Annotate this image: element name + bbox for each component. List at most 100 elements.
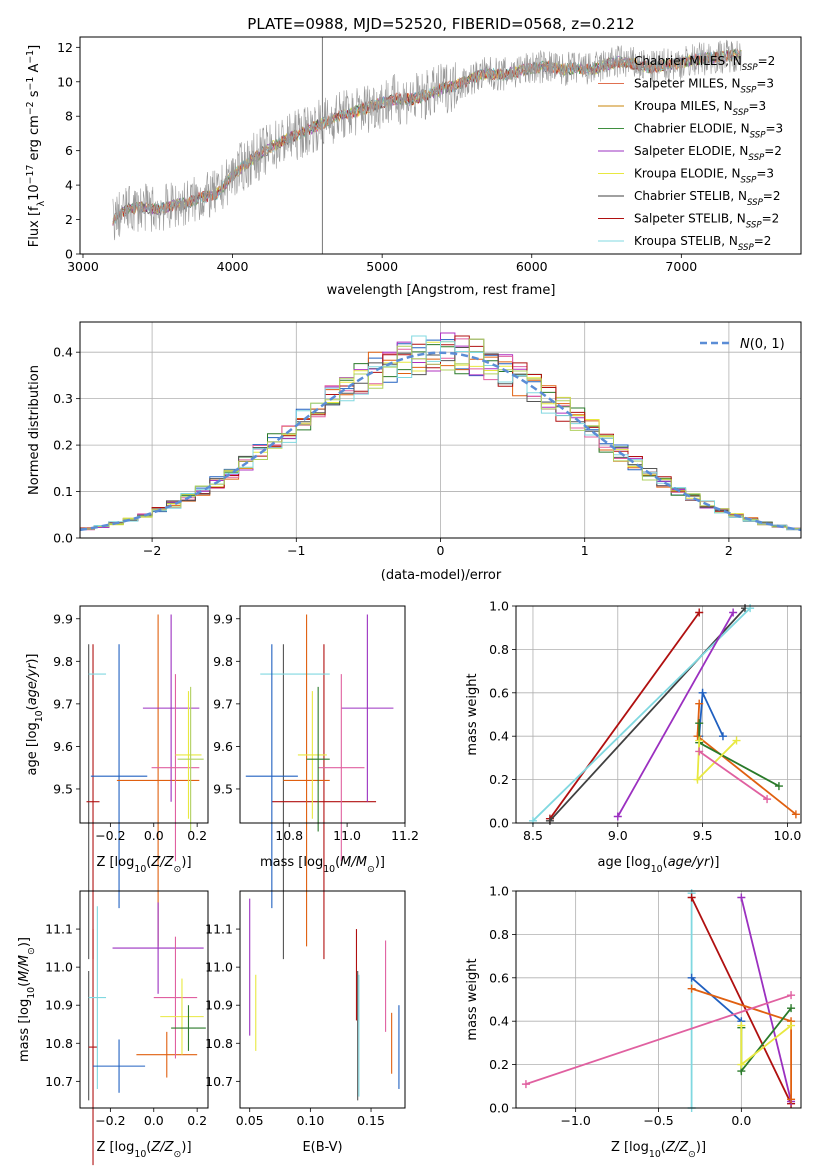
x-tick-label: 0.2 [187,828,207,843]
y-tick-label: 0.8 [489,642,509,657]
series-line [549,611,700,820]
series-point-marker [774,782,783,791]
series-point-marker [787,991,796,1000]
y-tick-label: 9.9 [213,611,233,626]
series-point-marker [718,732,727,741]
y-tick-label: 0.4 [489,729,509,744]
legend-label: Chabrier MILES, NSSP=2 [634,54,775,73]
y-tick-label: 0.6 [489,685,509,700]
x-tick-label: 0.05 [236,1113,264,1128]
plot-area [521,889,796,1112]
x-tick-label: 0.10 [296,1113,324,1128]
y-tick-label: 0.8 [489,927,509,942]
series-line [525,994,792,1085]
plot-area [86,614,204,960]
series-point-marker [737,1060,746,1069]
y-tick-label: 0.0 [489,816,509,831]
y-tick-label: 9.8 [53,654,73,669]
legend-label: Chabrier STELIB, NSSP=2 [634,189,781,208]
x-tick-label: 0.2 [187,1113,207,1128]
legend-label: Salpeter STELIB, NSSP=2 [634,212,779,231]
y-tick-label: 9.7 [53,696,73,711]
legend-label: Kroupa STELIB, NSSP=2 [634,234,771,253]
x-tick-label: 9.0 [608,828,628,843]
y-tick-label: 2 [65,212,73,227]
series-point-marker [695,747,704,756]
x-tick-label: −1 [287,543,305,558]
series-point-marker [791,810,800,819]
x-axis-label: Z [log10(Z/Z⊙)] [611,1140,706,1160]
plot-area [249,898,400,1101]
axes-frame [79,36,802,255]
figure-title: PLATE=0988, MJD=52520, FIBERID=0568, z=0… [247,15,634,33]
plot-area [112,37,742,254]
series-point-marker [687,893,696,902]
series-point-marker [763,795,772,804]
y-tick-label: 10 [57,74,73,89]
y-tick-label: 9.5 [53,781,73,796]
series-point-marker [729,608,738,617]
x-tick-label: 0 [437,543,445,558]
y-tick-label: 10.8 [45,1036,73,1051]
y-tick-label: 0.3 [53,391,73,406]
axes-frame [79,890,209,1109]
y-tick-label: 11.1 [205,922,233,937]
series-point-marker [521,1080,530,1089]
series-point-marker [787,1004,796,1013]
series-point-marker [787,1095,796,1104]
series-line [617,612,734,817]
panel-age_vs_Z: −0.2 0.0 0.2 9.5 9.6 9.7 9.8 9.9 Z [log10(Z/Z⊙)]… [25,605,209,960]
series-line [696,703,797,816]
y-tick-label: 11.0 [205,960,233,975]
series-point-marker [737,1021,746,1030]
x-tick-label: 0.0 [731,1113,751,1128]
series-point-marker [693,732,702,741]
plot-area [79,332,802,532]
x-axis-label: mass [log10(M/M⊙)] [260,855,385,875]
x-tick-label: −0.2 [95,828,125,843]
series-point-marker [787,1021,796,1030]
x-axis-label: E(B-V) [302,1140,342,1155]
y-tick-label: 10.9 [205,998,233,1013]
x-axis-label: age [log10(age/yr)] [597,855,719,875]
y-axis-label: mass weight [465,958,480,1040]
legend-label: Kroupa ELODIE, NSSP=3 [634,167,774,186]
x-tick-label: 5000 [366,259,398,274]
x-tick-label: 1 [581,543,589,558]
y-tick-label: 0.2 [489,1057,509,1072]
y-tick-label: 1.0 [489,884,509,899]
panel-massweight_vs_Z: −1.0 −0.5 0.0 0.0 0.2 0.4 0.6 0.8 1.0 Z [log10(Z/… [465,884,802,1160]
x-tick-label: 3000 [67,259,99,274]
series-point-marker [698,688,707,697]
y-axis-label: mass [log10(M/M⊙)] [17,937,37,1062]
series-point-marker [737,893,746,902]
y-tick-label: 0.0 [53,531,73,546]
legend-label: Salpeter MILES, NSSP=3 [634,77,774,96]
gaussian-curve [79,351,802,532]
series-line [698,723,780,787]
series-point-marker [695,608,704,617]
y-tick-label: 9.6 [53,739,73,754]
x-tick-label: 6000 [516,259,548,274]
y-tick-label: 9.5 [213,781,233,796]
y-tick-label: 10.7 [205,1074,233,1089]
y-tick-label: 8 [65,109,73,124]
axes-frame [79,321,802,539]
y-tick-label: 0.0 [489,1101,509,1116]
x-tick-label: 10.8 [275,828,303,843]
legend-label: Chabrier ELODIE, NSSP=3 [634,122,783,141]
x-axis-label: wavelength [Angstrom, rest frame] [327,283,556,298]
x-tick-label: −0.5 [643,1113,673,1128]
plot-area [245,614,394,960]
panel-massweight_vs_age: 8.5 9.0 9.5 10.0 0.0 0.2 0.4 0.6 0.8 1.0 age [log1… [465,599,802,875]
panel-spectrum: 3000 4000 5000 6000 7000 0 2 4 6 8 10 12 Chabrier MI… [25,36,802,298]
series-line [690,897,792,1105]
x-tick-label: −1.0 [560,1113,590,1128]
y-tick-label: 6 [65,143,73,158]
plot-area [528,604,800,825]
series-line [698,750,768,800]
y-tick-label: 11.1 [45,922,73,937]
x-tick-label: −2 [143,543,161,558]
y-tick-label: 10.8 [205,1036,233,1051]
